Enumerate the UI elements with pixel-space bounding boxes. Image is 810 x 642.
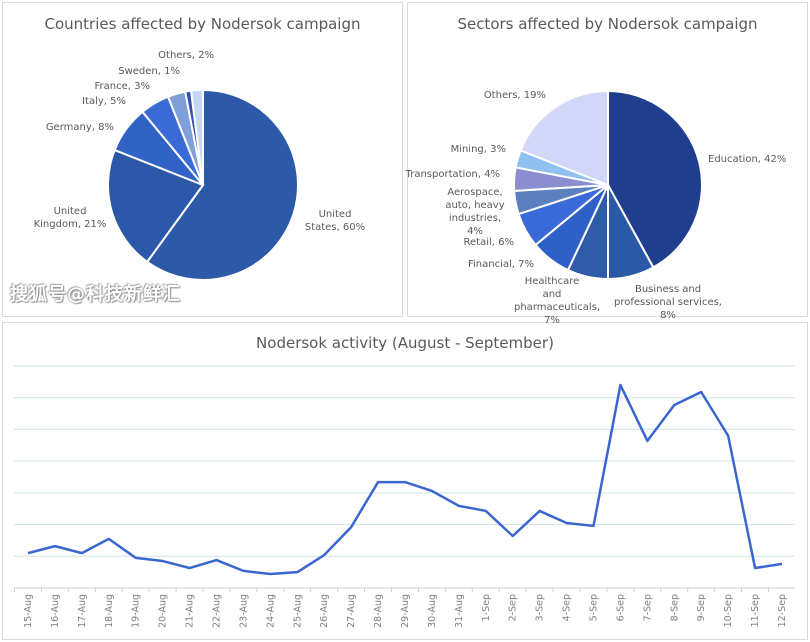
x-tick-label: 7-Sep [642,594,653,621]
pie-label: Others, 19% [483,90,546,101]
pie-label: Healthcare and pharmaceuticals, 7% [514,276,601,326]
pie-label: Transportation, 4% [405,169,500,180]
pie-label: Others, 2% [158,50,214,61]
watermark: 搜狐号@科技新鲜汇 [10,284,181,305]
x-tick-label: 8-Sep [669,594,680,621]
pie-label: France, 3% [94,81,150,92]
x-tick-label: 1-Sep [481,594,492,621]
pie-label: Retail, 6% [463,237,514,248]
x-tick-label: 9-Sep [696,594,707,621]
x-tick-label: 20-Aug [158,594,169,628]
x-tick-label: 10-Sep [723,594,734,627]
x-tick-label: 21-Aug [185,594,196,628]
x-tick-label: 12-Sep [777,594,788,627]
x-tick-label: 6-Sep [615,594,626,621]
pie-label: Financial, 7% [467,259,534,270]
x-tick-label: 22-Aug [212,594,223,628]
x-tick-label: 19-Aug [131,594,142,628]
countries-chart-title: Countries affected by Nodersok campaign [44,15,361,33]
pie-slice [607,89,703,269]
activity-line [27,383,783,576]
sectors-chart-title: Sectors affected by Nodersok campaign [457,15,758,33]
pie-slice [107,148,205,264]
pie-label: United States, 60% [304,209,366,233]
pie-slice [189,88,204,186]
x-tick-label: 26-Aug [319,594,330,628]
x-tick-label: 11-Sep [750,594,761,627]
x-tick-label: 29-Aug [400,594,411,628]
x-tick-label: 16-Aug [50,594,61,628]
x-tick-label: 28-Aug [373,594,384,628]
x-tick-label: 25-Aug [292,594,303,628]
x-tick-label: 24-Aug [265,594,276,628]
x-tick-label: 30-Aug [427,594,438,628]
pie-label: Mining, 3% [450,144,506,155]
x-tick-label: 5-Sep [589,594,600,621]
pie-label: Germany, 8% [45,122,114,133]
x-tick-label: 2-Sep [508,594,519,621]
pie-slice [519,89,609,187]
pie-label: Business and professional services, 8% [614,284,722,321]
pie-label: Education, 42% [708,154,787,165]
x-tick-label: 27-Aug [346,594,357,628]
x-tick-label: 18-Aug [104,594,115,628]
pie-label: Sweden, 1% [118,66,180,77]
pie-slice [145,88,299,281]
x-tick-label: 31-Aug [454,594,465,628]
x-tick-label: 3-Sep [535,594,546,621]
activity-chart-title: Nodersok activity (August - September) [256,334,554,352]
x-tick-label: 4-Sep [562,594,573,621]
x-tick-label: 15-Aug [23,594,34,628]
pie-label: Italy, 5% [82,96,126,107]
pie-label: Aerospace, auto, heavy industries, 4% [445,187,505,237]
x-tick-label: 17-Aug [77,594,88,628]
x-tick-label: 23-Aug [238,594,249,628]
pie-label: United Kingdom, 21% [33,206,107,230]
